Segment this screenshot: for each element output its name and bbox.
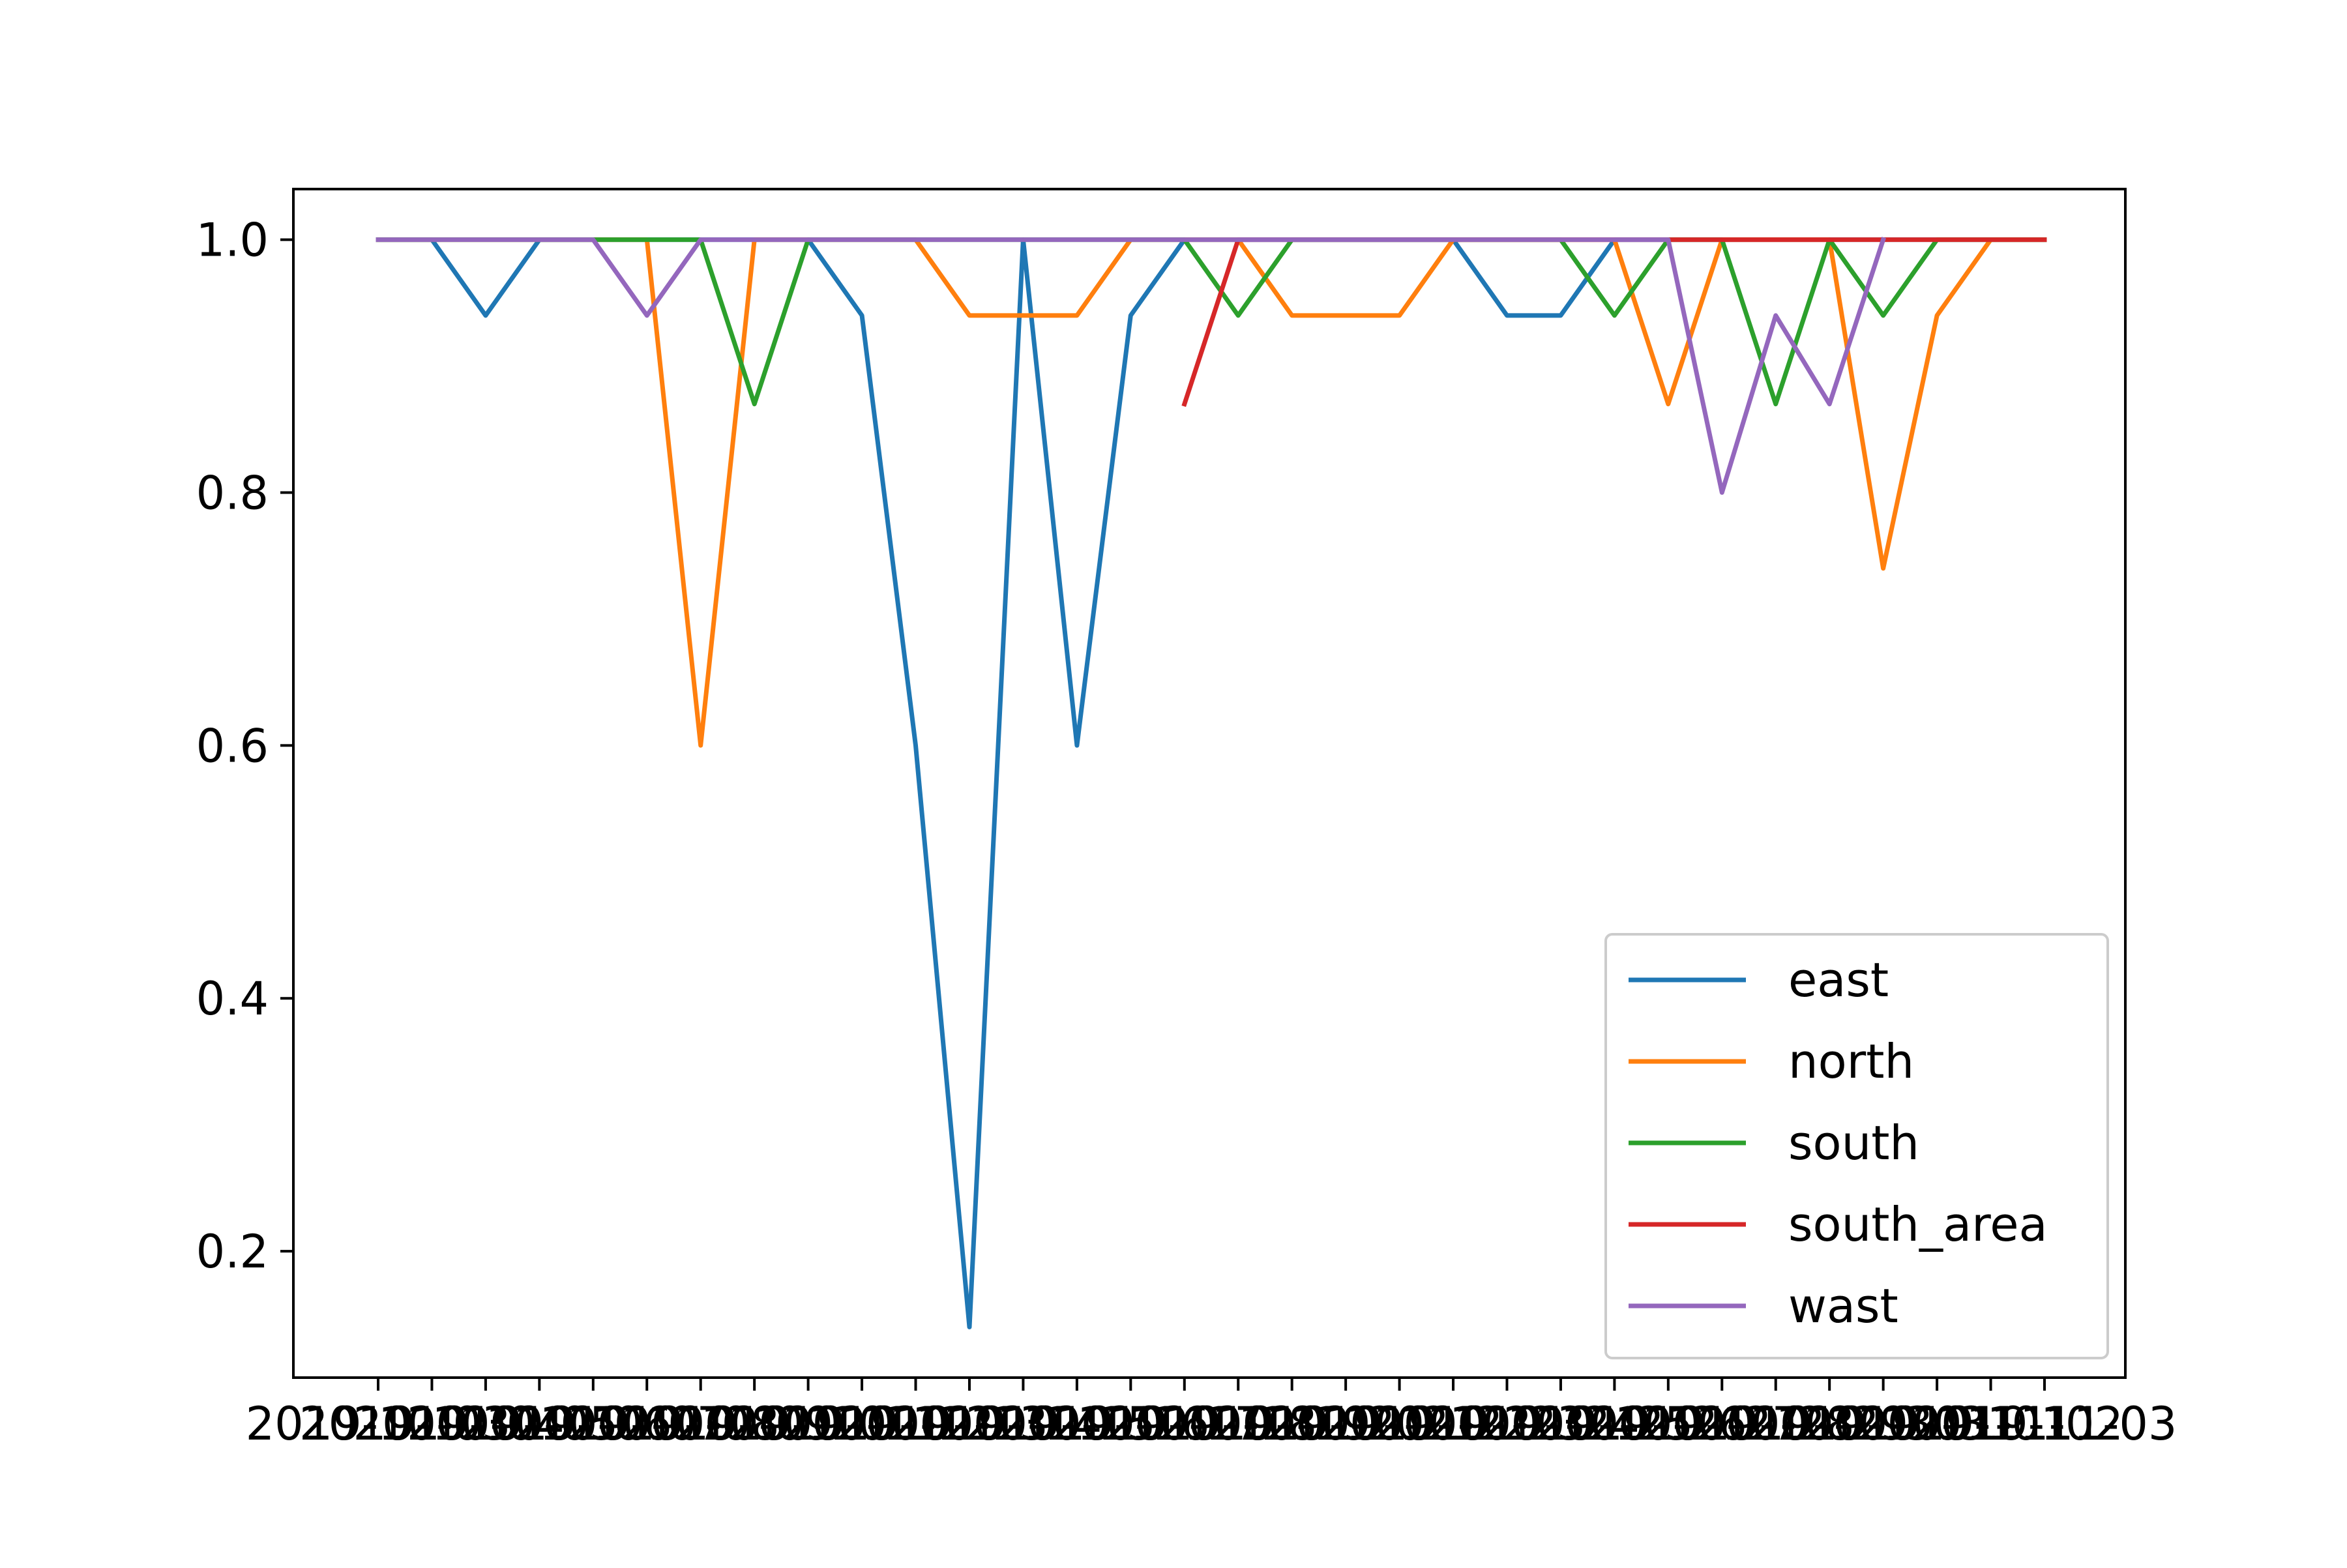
x-tick-label-1: 2019-10-04 <box>299 1397 565 1451</box>
x-tick-label-23: 2019-10-26 <box>1482 1397 1747 1451</box>
x-tick-label-13: 2019-10-16 <box>944 1397 1209 1451</box>
x-tick-label-11: 2019-10-14 <box>837 1397 1102 1451</box>
x-tick-label-0: 2019-10-03 <box>246 1397 511 1451</box>
x-tick-label-28: 2019-10-31 <box>1750 1397 2016 1451</box>
x-tick-label-31: 2019-11-03 <box>1912 1397 2177 1451</box>
x-tick-label-3: 2019-10-06 <box>407 1397 672 1451</box>
y-tick-label-2: 0.6 <box>196 719 269 773</box>
x-tick-label-12: 2019-10-15 <box>891 1397 1156 1451</box>
y-tick-label-3: 0.8 <box>196 466 269 520</box>
x-tick-label-10: 2019-10-13 <box>783 1397 1048 1451</box>
x-tick-label-25: 2019-10-28 <box>1589 1397 1855 1451</box>
y-tick-label-0: 0.2 <box>196 1225 269 1279</box>
series-layer <box>376 237 2047 1329</box>
x-tick-label-19: 2019-10-22 <box>1267 1397 1532 1451</box>
x-tick-label-9: 2019-10-12 <box>730 1397 995 1451</box>
legend-box <box>1604 933 2109 1359</box>
x-tick-label-17: 2019-10-20 <box>1159 1397 1424 1451</box>
legend-label-0: east <box>1788 953 1889 1007</box>
axes-frame <box>292 188 2127 1379</box>
legend-label-4: wast <box>1788 1279 1898 1333</box>
series-line-4 <box>376 237 1887 495</box>
y-tick-label-1: 0.4 <box>196 972 269 1026</box>
y-tick-label-4: 1.0 <box>196 214 269 267</box>
x-tick-label-16: 2019-10-19 <box>1106 1397 1371 1451</box>
legend-label-2: south <box>1788 1116 1919 1170</box>
legend-label-3: south_area <box>1788 1197 2048 1252</box>
x-tick-label-14: 2019-10-17 <box>998 1397 1263 1451</box>
x-axis: 2019-10-032019-10-042019-10-052019-10-06… <box>246 1378 2177 1451</box>
x-tick-label-18: 2019-10-21 <box>1213 1397 1479 1451</box>
x-tick-label-22: 2019-10-25 <box>1428 1397 1694 1451</box>
x-tick-label-24: 2019-10-27 <box>1535 1397 1801 1451</box>
x-tick-label-8: 2019-10-11 <box>675 1397 941 1451</box>
x-tick-label-26: 2019-10-29 <box>1643 1397 1908 1451</box>
x-tick-label-30: 2019-11-02 <box>1858 1397 2123 1451</box>
x-tick-label-21: 2019-10-24 <box>1374 1397 1640 1451</box>
x-tick-label-6: 2019-10-09 <box>568 1397 833 1451</box>
x-tick-label-5: 2019-10-08 <box>514 1397 780 1451</box>
x-tick-label-4: 2019-10-07 <box>460 1397 726 1451</box>
legend-label-1: north <box>1788 1034 1914 1089</box>
x-tick-label-27: 2019-10-30 <box>1697 1397 1962 1451</box>
series-line-2 <box>376 237 2047 407</box>
x-tick-label-15: 2019-10-18 <box>1052 1397 1317 1451</box>
y-axis: 0.2 0.4 0.6 0.8 1.0 <box>196 214 293 1279</box>
x-tick-label-2: 2019-10-05 <box>353 1397 618 1451</box>
x-tick-label-20: 2019-10-23 <box>1321 1397 1586 1451</box>
x-tick-label-29: 2019-11-01 <box>1805 1397 2070 1451</box>
x-tick-label-7: 2019-10-10 <box>622 1397 887 1451</box>
